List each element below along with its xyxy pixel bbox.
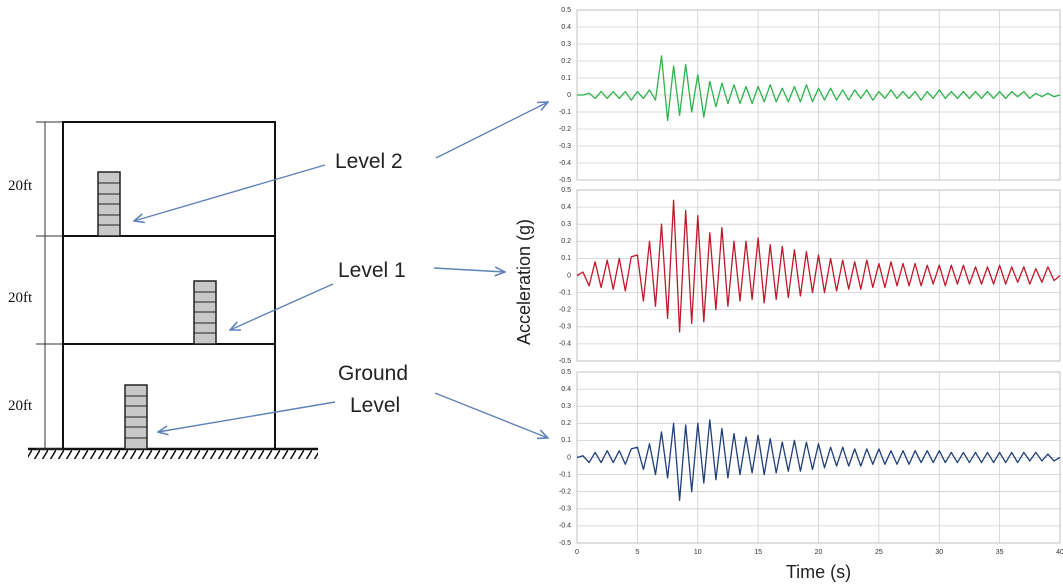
- level-label: Level: [350, 394, 400, 417]
- y-tick-label: 0.3: [561, 403, 571, 410]
- y-tick-label: 0: [567, 454, 571, 461]
- signal-line: [576, 419, 1061, 501]
- y-tick-label: 0.4: [561, 386, 571, 393]
- y-tick-label: 0.2: [561, 420, 571, 427]
- y-tick-label: 0.1: [561, 75, 571, 82]
- y-tick-label: 0.2: [561, 238, 571, 245]
- y-tick-label: -0.2: [559, 307, 571, 314]
- level-label: Level 2: [335, 150, 403, 173]
- dimension-line: [36, 121, 62, 450]
- y-tick-label: 0.3: [561, 41, 571, 48]
- y-tick-label: 0.4: [561, 204, 571, 211]
- building: [28, 121, 318, 451]
- y-tick-label: -0.3: [559, 324, 571, 331]
- x-tick-label: 10: [694, 549, 702, 556]
- floor-height: 20ft: [8, 178, 33, 194]
- y-tick-label: -0.3: [559, 506, 571, 513]
- y-tick-label: 0.5: [561, 369, 571, 376]
- y-tick-label: -0.1: [559, 289, 571, 296]
- x-tick-label: 35: [996, 549, 1004, 556]
- y-tick-label: 0.1: [561, 255, 571, 262]
- floor-height: 20ft: [8, 290, 33, 306]
- y-tick-label: 0.1: [561, 437, 571, 444]
- y-tick-label: -0.1: [559, 471, 571, 478]
- x-tick-label: 0: [575, 549, 579, 556]
- y-tick-label: -0.4: [559, 523, 571, 530]
- arrow: [134, 102, 548, 438]
- level-label: Level 1: [338, 259, 406, 282]
- y-tick-label: -0.5: [559, 540, 571, 547]
- y-tick-label: 0.5: [561, 187, 571, 194]
- signal-line: [576, 199, 1061, 333]
- x-tick-label: 40: [1056, 549, 1063, 556]
- x-tick-label: 30: [935, 549, 943, 556]
- y-tick-label: 0.4: [561, 24, 571, 31]
- x-tick-label: 20: [815, 549, 823, 556]
- y-tick-label: 0.2: [561, 58, 571, 65]
- level-label: Ground: [338, 362, 408, 385]
- y-tick-label: -0.2: [559, 489, 571, 496]
- y-tick-label: -0.3: [559, 143, 571, 150]
- y-tick-label: -0.1: [559, 109, 571, 116]
- x-tick-label: 15: [754, 549, 762, 556]
- y-tick-label: 0.3: [561, 221, 571, 228]
- y-tick-label: -0.5: [559, 177, 571, 184]
- x-axis-label: Time (s): [786, 562, 851, 582]
- y-tick-label: 0.5: [561, 7, 571, 14]
- x-tick-label: 25: [875, 549, 883, 556]
- y-tick-label: -0.5: [559, 358, 571, 365]
- y-tick-label: -0.4: [559, 160, 571, 167]
- signal-line: [577, 55, 1061, 122]
- floor-height: 20ft: [8, 398, 33, 414]
- sensor-stack-lines: [98, 182, 216, 439]
- y-tick-label: 0: [567, 272, 571, 279]
- y-tick-label: -0.4: [559, 341, 571, 348]
- ground-hatch: [28, 450, 318, 459]
- y-tick-label: 0: [567, 92, 571, 99]
- y-tick-label: -0.2: [559, 126, 571, 133]
- x-tick-label: 5: [635, 549, 639, 556]
- y-axis-label: Acceleration (g): [514, 219, 534, 345]
